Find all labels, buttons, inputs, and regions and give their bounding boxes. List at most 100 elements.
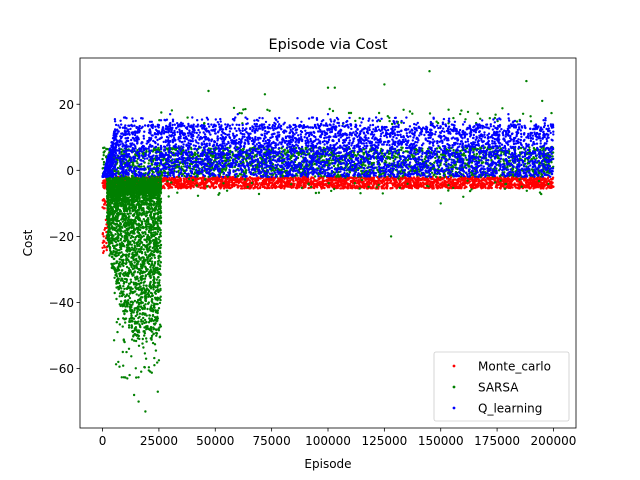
monte-carlo-point [103,207,106,210]
monte-carlo-point [311,176,315,179]
monte-carlo-point [171,183,175,186]
monte-carlo-point [179,177,182,181]
sarsa-point [152,266,155,269]
monte-carlo-point [208,185,211,189]
monte-carlo-point [263,186,267,190]
monte-carlo-point [508,183,511,187]
monte-carlo-point [265,182,268,186]
monte-carlo-point [551,181,554,184]
monte-carlo-point [475,183,478,186]
monte-carlo-point [271,183,274,186]
monte-carlo-point [207,180,211,183]
monte-carlo-point [102,235,105,238]
monte-carlo-point [384,186,388,189]
sarsa-point [157,307,161,310]
sarsa-point [120,218,123,221]
sarsa-point [150,307,154,310]
monte-carlo-point [280,179,283,183]
monte-carlo-point [542,187,545,190]
sarsa-point [108,217,111,221]
sarsa-point [146,258,149,261]
monte-carlo-point [102,185,106,188]
monte-carlo-point [343,179,346,182]
monte-carlo-point [497,177,501,180]
sarsa-point [120,251,123,254]
monte-carlo-point [457,177,460,180]
sarsa-point [124,203,127,206]
monte-carlo-point [419,181,422,185]
monte-carlo-point [546,177,550,180]
sarsa-point [143,280,146,283]
monte-carlo-point [335,184,338,188]
sarsa-point [124,321,127,324]
sarsa-point [136,337,140,340]
monte-carlo-point [354,176,358,180]
sarsa-point [124,231,127,235]
monte-carlo-point [443,182,446,185]
monte-carlo-point [219,185,222,188]
sarsa-point [127,324,131,327]
sarsa-point [144,232,147,236]
monte-carlo-point [350,176,353,179]
monte-carlo-point [479,185,482,189]
monte-carlo-point [496,186,499,189]
monte-carlo-point [296,186,299,190]
monte-carlo-point [316,186,319,189]
sarsa-point [157,244,160,248]
monte-carlo-point [351,184,354,187]
monte-carlo-point [373,181,377,184]
monte-carlo-point [346,186,349,190]
monte-carlo-point [551,176,555,179]
monte-carlo-point [381,185,385,188]
monte-carlo-point [528,177,531,180]
monte-carlo-point [173,181,177,184]
sarsa-point [151,210,154,213]
monte-carlo-point [441,181,444,184]
monte-carlo-point [310,183,313,186]
monte-carlo-point [485,179,488,183]
monte-carlo-point [312,186,316,190]
monte-carlo-point [443,185,446,188]
sarsa-point [150,317,153,320]
monte-carlo-point [396,184,399,187]
monte-carlo-point [462,179,466,182]
monte-carlo-point [301,180,304,183]
monte-carlo-point [105,248,108,252]
sarsa-point [127,258,130,262]
monte-carlo-point [230,180,233,183]
monte-carlo-point [249,177,253,180]
monte-carlo-point [393,185,397,188]
monte-carlo-point [319,185,323,189]
monte-carlo-point [455,183,458,186]
sarsa-point [147,289,150,292]
monte-carlo-point [486,176,489,180]
monte-carlo-point [267,185,270,189]
monte-carlo-point [315,182,318,185]
sarsa-point [159,287,162,291]
sarsa-point [150,260,154,263]
sarsa-point [129,236,132,240]
monte-carlo-point [325,178,328,181]
sarsa-point [133,244,136,247]
monte-carlo-point [103,244,106,247]
monte-carlo-point [193,183,196,186]
sarsa-point [151,313,155,317]
sarsa-point [145,227,148,231]
monte-carlo-point [469,184,472,187]
monte-carlo-point [216,179,220,182]
monte-carlo-point [425,180,429,184]
monte-carlo-point [269,178,273,182]
monte-carlo-point [404,182,407,185]
monte-carlo-point [203,186,207,190]
monte-carlo-point [241,178,244,181]
sarsa-point [155,202,158,205]
monte-carlo-point [268,181,272,185]
monte-carlo-point [431,177,434,180]
sarsa-point [131,287,134,290]
sarsa-point [156,223,159,226]
monte-carlo-point [377,179,380,182]
monte-carlo-point [304,179,307,182]
monte-carlo-point [534,186,537,189]
sarsa-point [133,299,137,303]
monte-carlo-point [386,182,389,185]
